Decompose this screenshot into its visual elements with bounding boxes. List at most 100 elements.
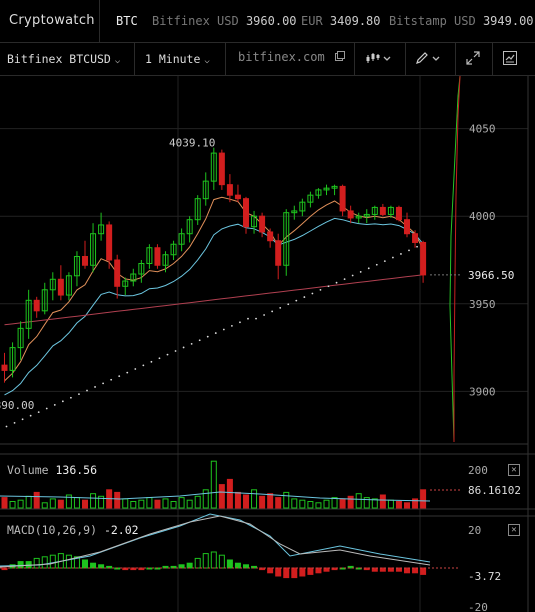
price-chart[interactable]: 4050 4000 3950 3900 3966.50 4039.10 3890.00 200…	[0, 76, 535, 612]
ticker-exchange: Bitstamp	[389, 14, 447, 28]
volume-bar	[33, 491, 40, 509]
sar-dot	[311, 292, 314, 295]
volume-bar	[186, 499, 193, 509]
macd-histogram-bar	[259, 567, 266, 571]
ticker-bitfinex-usd[interactable]: Bitfinex USD 3960.00	[152, 14, 297, 28]
volume-bar	[25, 495, 32, 509]
market-selector[interactable]: Bitfinex BTCUSD ⌵	[7, 52, 120, 66]
close-volume-icon[interactable]: ✕	[508, 464, 520, 476]
candle-body	[114, 259, 121, 287]
asset-selector[interactable]: BTC	[116, 14, 138, 28]
sar-dot	[142, 364, 145, 367]
exchange-link[interactable]: bitfinex.com	[238, 50, 345, 64]
candle-body	[251, 215, 258, 228]
ticker-currency: USD	[217, 14, 239, 28]
sar-dot	[359, 271, 362, 273]
macd-histogram-bar	[186, 562, 193, 569]
candle-body	[379, 206, 386, 215]
order-depth-line	[449, 76, 461, 443]
chart-type-icon[interactable]	[366, 51, 394, 69]
candle-body	[363, 213, 370, 217]
chart-settings-icon[interactable]	[503, 51, 517, 69]
macd-line	[0, 515, 431, 568]
macd-histogram-bar	[291, 567, 298, 579]
volume-bar	[146, 497, 153, 509]
external-link-icon	[334, 51, 345, 61]
parabolic-sar-dots	[5, 242, 426, 428]
ema-slow-path	[4, 217, 424, 396]
divider	[354, 43, 355, 76]
candle-body	[57, 278, 64, 296]
sar-dot	[5, 425, 8, 428]
volume-bar	[210, 460, 217, 509]
volume-bar	[194, 495, 201, 509]
volume-bar	[331, 497, 338, 509]
macd-axis-top: 20	[468, 524, 481, 537]
sar-dot	[37, 411, 40, 414]
sar-dot	[182, 346, 185, 349]
chart-grid	[0, 76, 535, 612]
macd-histogram-bar	[275, 567, 282, 577]
volume-bar	[73, 497, 80, 509]
candle-body	[275, 240, 282, 266]
volume-bar	[57, 499, 64, 509]
ticker-eur[interactable]: EUR 3409.80	[301, 14, 381, 28]
pencil-icon[interactable]	[415, 51, 443, 69]
macd-histogram-bar	[210, 551, 217, 569]
macd-histogram-bar	[315, 567, 322, 574]
close-macd-icon[interactable]: ✕	[508, 524, 520, 536]
candle-body	[371, 206, 378, 215]
sar-dot	[94, 386, 96, 388]
candle-body	[41, 289, 48, 312]
interval-selector[interactable]: 1 Minute ⌵	[145, 52, 210, 66]
volume-bar	[154, 499, 161, 509]
ema-fast-path	[4, 196, 424, 382]
sar-dot	[174, 350, 177, 352]
candle-body	[395, 206, 402, 221]
brand-logo[interactable]: Cryptowatch	[9, 13, 95, 28]
sar-dot	[70, 396, 72, 399]
expand-icon[interactable]	[466, 51, 480, 69]
candle-body	[387, 206, 394, 215]
price-tick-label: 4000	[469, 210, 496, 223]
candle-body	[259, 215, 266, 233]
sma-path	[4, 274, 424, 326]
candle-body	[138, 263, 145, 275]
volume-bar	[122, 498, 129, 509]
volume-bar	[170, 501, 177, 509]
candle-body	[17, 327, 24, 349]
volume-bar	[65, 494, 72, 509]
sar-dot	[247, 317, 249, 320]
macd-histogram-bar	[33, 557, 40, 569]
volume-value: 136.56	[55, 463, 98, 477]
candles-glyph-icon	[366, 53, 391, 63]
sar-dot	[239, 321, 241, 324]
candle-body	[234, 194, 241, 200]
sar-dot	[110, 378, 113, 381]
ticker-price: 3949.00	[482, 14, 534, 28]
candle-body	[170, 243, 177, 256]
volume-bar	[412, 498, 419, 509]
draw-tools-icon	[416, 52, 440, 64]
candle-body	[106, 224, 113, 261]
candle-body	[355, 215, 362, 219]
candle-body	[202, 180, 209, 200]
volume-bar	[218, 484, 225, 509]
candle-body	[243, 198, 249, 228]
ticker-bitstamp-usd[interactable]: Bitstamp USD 3949.00	[389, 14, 534, 28]
candle-body	[194, 198, 201, 221]
sar-dot	[78, 393, 80, 396]
sar-dot	[400, 253, 402, 255]
candle-body	[154, 247, 161, 266]
candle-body	[146, 247, 153, 265]
macd-axis-bottom: -20	[468, 601, 488, 612]
volume-bar	[275, 497, 282, 509]
volume-label: Volume 136.56	[7, 463, 97, 477]
volume-bar	[226, 478, 233, 509]
sar-dot	[383, 260, 386, 263]
sar-dot	[279, 306, 282, 309]
sar-dot	[335, 281, 338, 284]
volume-bar	[363, 497, 370, 509]
volume-bar	[323, 499, 330, 509]
macd-label: MACD(10,26,9) -2.02	[7, 523, 139, 537]
